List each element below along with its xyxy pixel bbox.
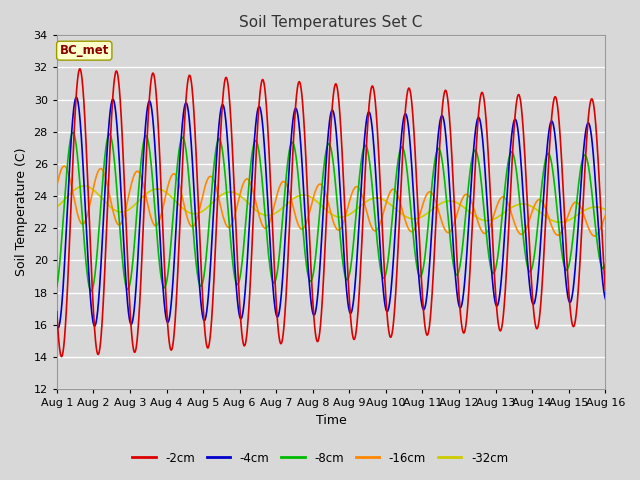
Text: BC_met: BC_met (60, 44, 109, 57)
Title: Soil Temperatures Set C: Soil Temperatures Set C (239, 15, 423, 30)
Y-axis label: Soil Temperature (C): Soil Temperature (C) (15, 148, 28, 276)
X-axis label: Time: Time (316, 414, 346, 427)
Legend: -2cm, -4cm, -8cm, -16cm, -32cm: -2cm, -4cm, -8cm, -16cm, -32cm (127, 447, 513, 469)
